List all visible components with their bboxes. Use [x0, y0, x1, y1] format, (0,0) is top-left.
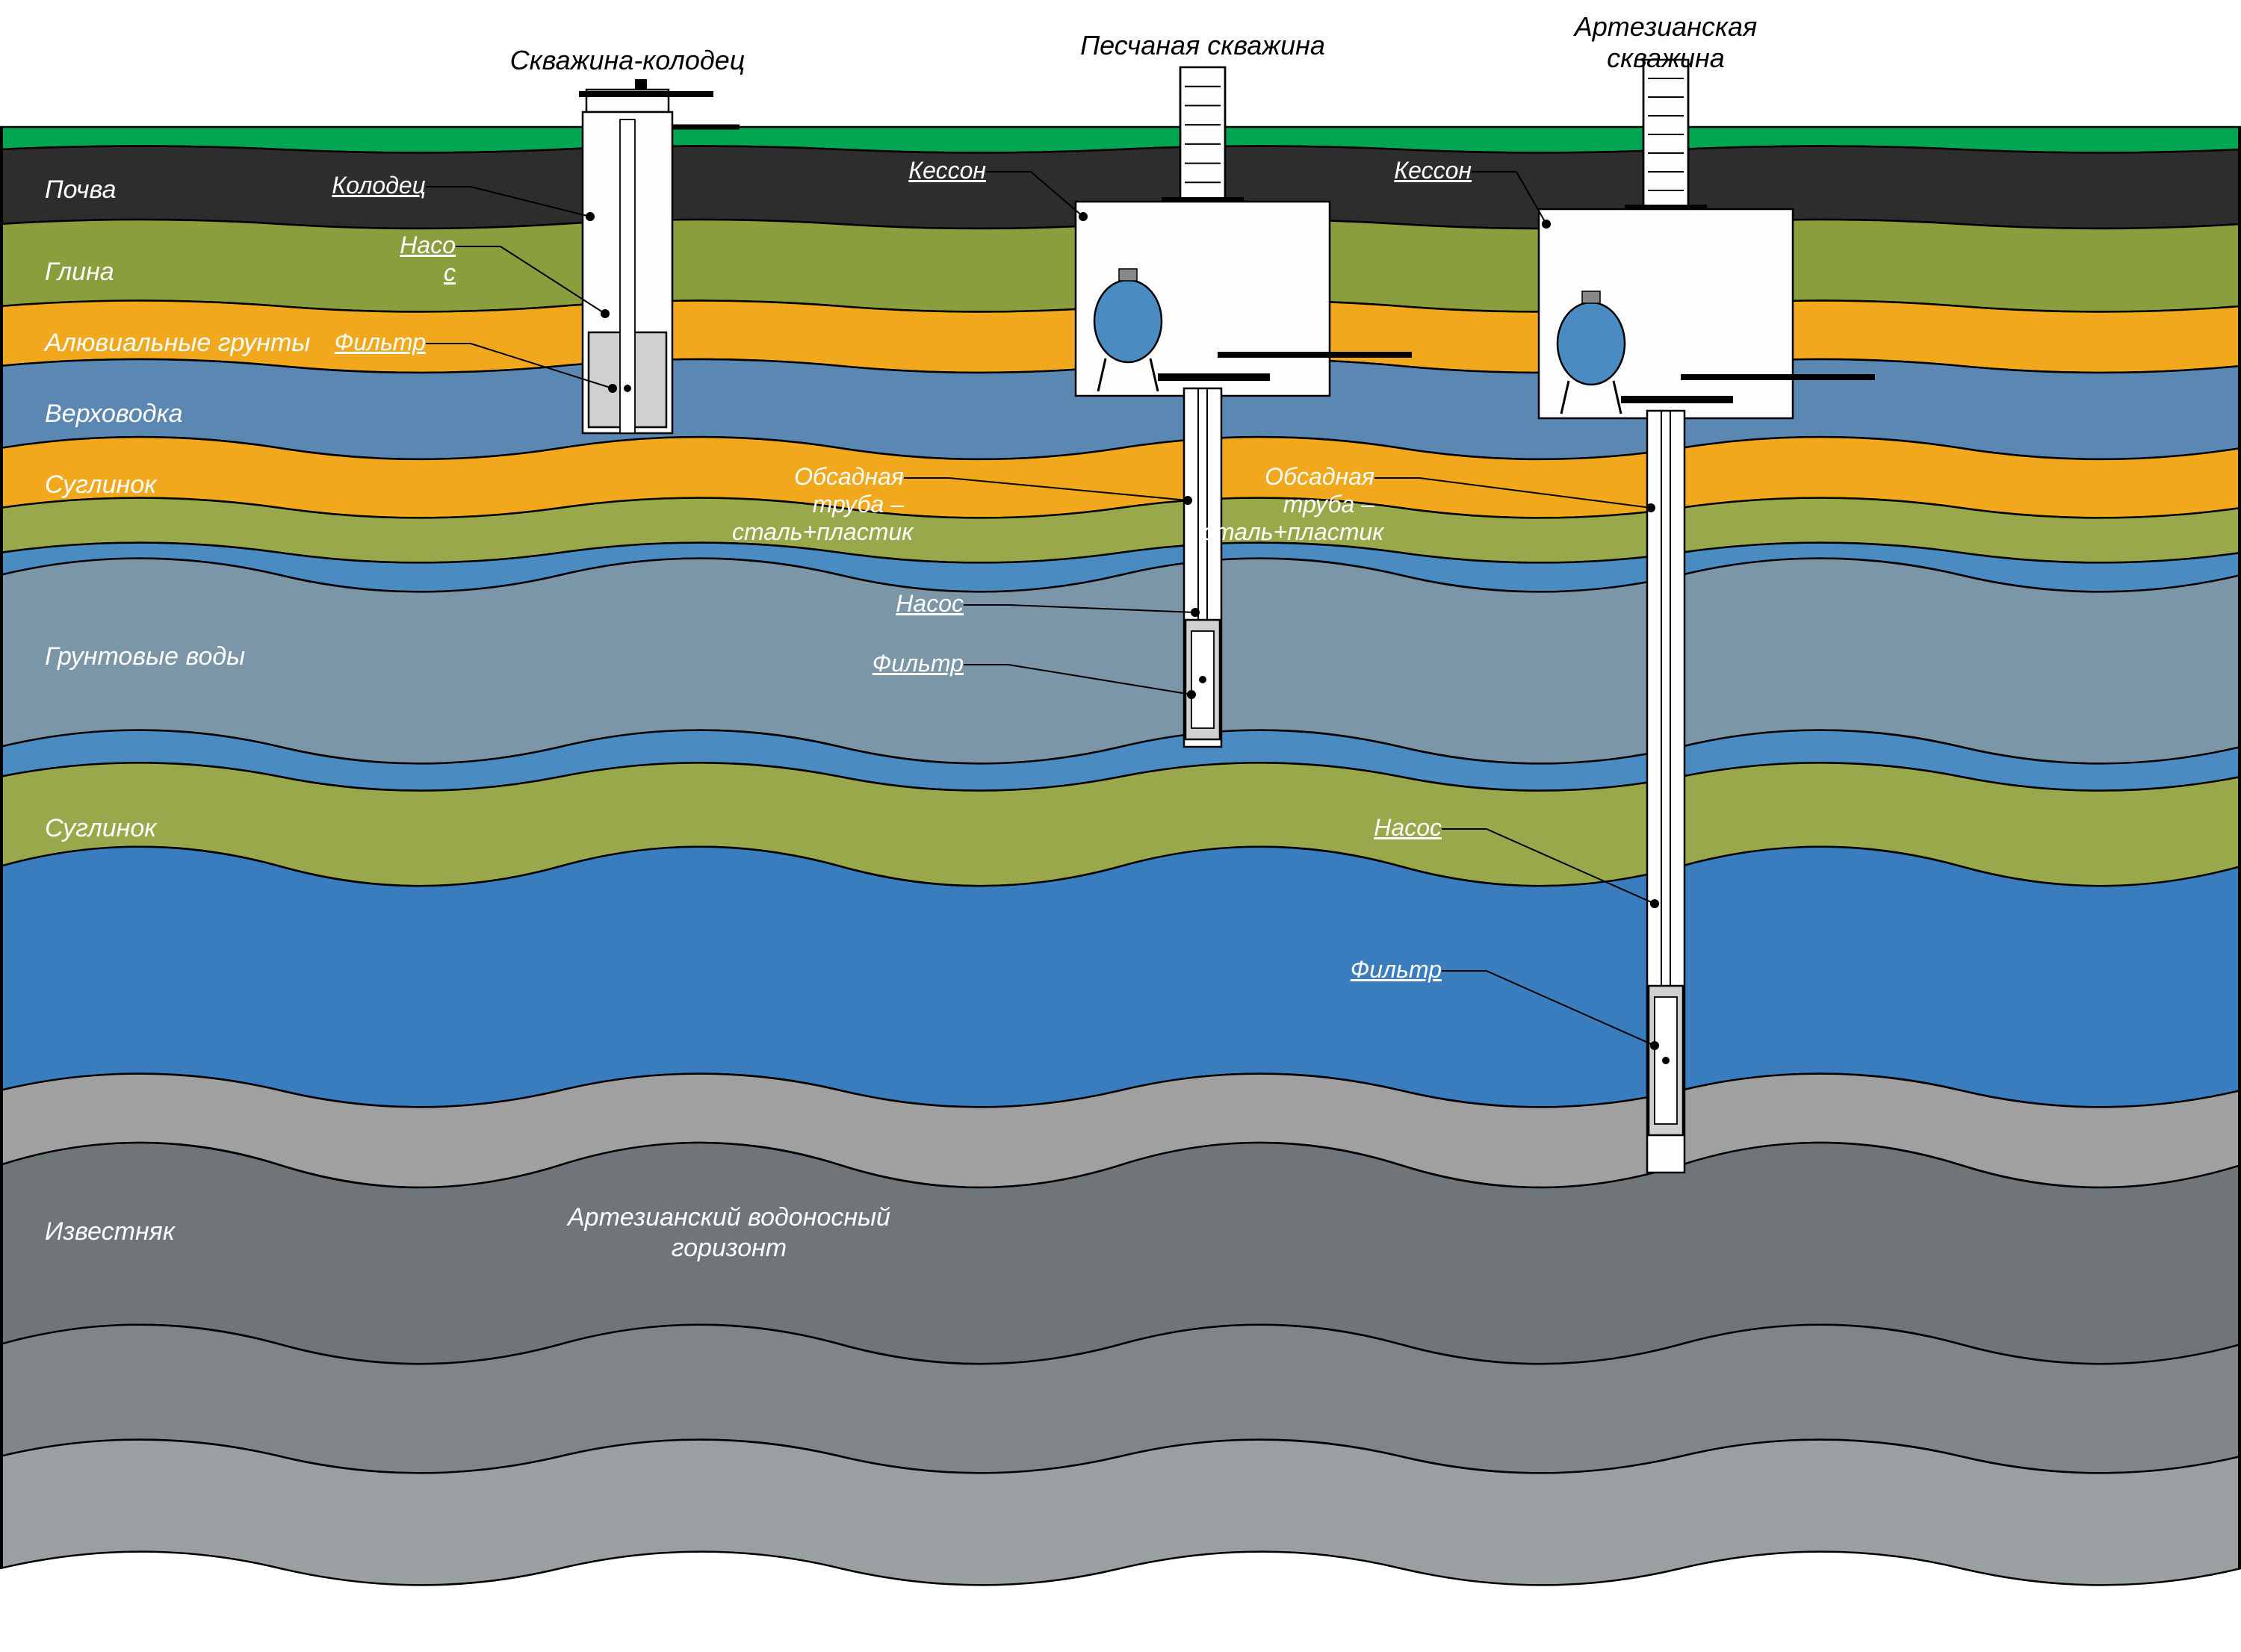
well-title: Песчаная скважина	[1080, 30, 1325, 61]
callout-label: Кессон	[814, 157, 986, 184]
layer-label: Суглинок	[45, 814, 156, 843]
layer-label: Глина	[45, 258, 114, 287]
well-title: Скважина-колодец	[510, 45, 746, 76]
callout-label: Фильтр	[1270, 956, 1442, 984]
layer-label: Суглинок	[45, 471, 156, 500]
diagram-stage: Скважина-колодец Песчаная скважина Артезиа…	[0, 0, 2241, 1652]
layer-label: Артезианский водоносныйгоризонт	[568, 1202, 890, 1264]
well-title: Артезианскаяскважина	[1575, 11, 1757, 74]
callout-label: Фильтр	[792, 650, 964, 677]
callout-label: Насос	[792, 590, 964, 618]
callout-label: Обсадная труба –сталь+пластик	[1203, 463, 1374, 545]
layer-label: Почва	[45, 176, 117, 205]
callout-label: Насос	[284, 232, 456, 287]
layer-label: Грунтовые воды	[45, 642, 245, 671]
callout-label: Насос	[1270, 814, 1442, 842]
layer-label: Известняк	[45, 1217, 175, 1246]
callout-label: Фильтр	[254, 329, 426, 356]
callout-label: Кессон	[1300, 157, 1472, 184]
callout-label: Обсадная труба –сталь+пластик	[732, 463, 904, 545]
callout-label: Колодец	[254, 172, 426, 199]
layer-label: Верховодка	[45, 400, 183, 429]
